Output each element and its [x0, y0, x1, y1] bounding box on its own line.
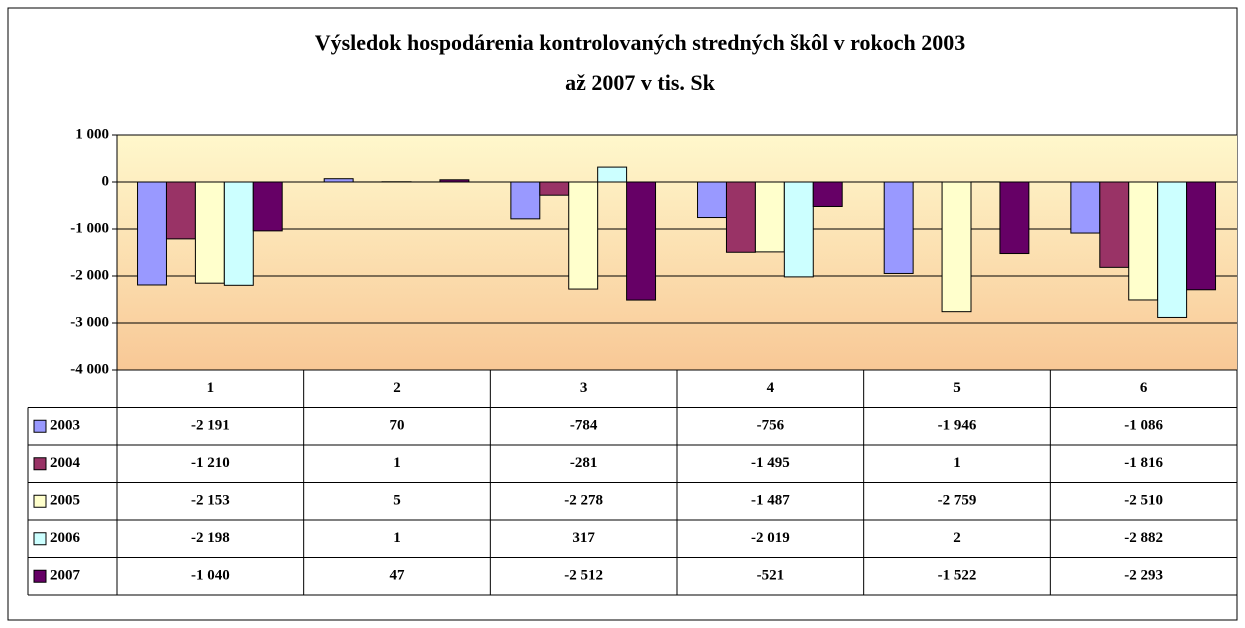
table-value: 5	[393, 493, 401, 509]
y-tick-label: -2 000	[70, 267, 109, 283]
y-tick-label: 0	[102, 173, 110, 189]
bar	[1157, 181, 1188, 318]
table-value: 1	[953, 455, 961, 471]
table-value: -2 153	[191, 493, 230, 509]
chart-title: Výsledok hospodárenia kontrolovaných str…	[315, 30, 966, 55]
table-value: -2 019	[751, 530, 790, 546]
bar	[783, 181, 814, 278]
bar	[941, 181, 972, 313]
table-value: -784	[570, 418, 598, 434]
legend-swatch	[33, 494, 47, 508]
x-tick-label: 5	[953, 380, 961, 396]
legend-swatch	[33, 569, 47, 583]
y-tick-label: -3 000	[70, 314, 109, 330]
table-value: -2 510	[1124, 493, 1163, 509]
x-tick-label: 2	[393, 380, 401, 396]
table-value: -1 946	[938, 418, 977, 434]
table-value: 1	[393, 530, 401, 546]
table-value: 47	[390, 568, 406, 584]
bar	[754, 181, 785, 253]
y-tick-label: -4 000	[70, 361, 109, 377]
table-value: -2 278	[564, 493, 603, 509]
bar	[697, 181, 727, 219]
bar	[1099, 181, 1130, 268]
legend-swatch	[33, 419, 47, 433]
table-value: -1 522	[938, 568, 977, 584]
bar	[725, 181, 756, 253]
bar	[1070, 181, 1101, 234]
bar	[194, 181, 225, 284]
table-value: 2	[953, 530, 961, 546]
bar	[1186, 181, 1217, 291]
bar	[626, 181, 657, 301]
table-value: -2 191	[191, 418, 230, 434]
bar	[1128, 181, 1159, 301]
table-value: -1 495	[751, 455, 790, 471]
table-value: -1 086	[1124, 418, 1163, 434]
legend-swatch	[33, 457, 47, 471]
legend-label: 2005	[50, 493, 80, 509]
table-value: -1 816	[1124, 455, 1163, 471]
bar	[137, 181, 167, 286]
x-tick-label: 6	[1140, 380, 1148, 396]
x-tick-label: 4	[767, 380, 775, 396]
table-value: -2 293	[1124, 568, 1163, 584]
bar	[252, 181, 283, 232]
legend-label: 2007	[50, 568, 81, 584]
table-value: -1 210	[191, 455, 230, 471]
y-tick-label: 1 000	[75, 126, 109, 142]
bar	[539, 181, 570, 196]
y-tick-label: -1 000	[70, 220, 109, 236]
legend-label: 2003	[50, 418, 80, 434]
table-value: -2 759	[938, 493, 977, 509]
bar	[510, 181, 541, 220]
table-value: 70	[390, 418, 405, 434]
bar	[812, 181, 843, 207]
table-value: -1 487	[751, 493, 790, 509]
bar	[439, 179, 470, 183]
table-value: -2 512	[564, 568, 603, 584]
legend-label: 2004	[50, 455, 81, 471]
bar	[883, 181, 914, 274]
bar	[323, 178, 354, 183]
table-value: -2 882	[1124, 530, 1163, 546]
bar	[568, 181, 599, 290]
plot-area	[117, 135, 1237, 370]
chart-title: až 2007 v tis. Sk	[565, 70, 716, 95]
table-value: -521	[757, 568, 785, 584]
x-tick-label: 1	[207, 380, 215, 396]
legend-label: 2006	[50, 530, 81, 546]
bar	[597, 166, 628, 183]
x-tick-label: 3	[580, 380, 588, 396]
table-value: -2 198	[191, 530, 230, 546]
table-value: 1	[393, 455, 401, 471]
bar	[165, 181, 196, 240]
table-value: -1 040	[191, 568, 230, 584]
bar	[999, 181, 1030, 255]
table-value: -281	[570, 455, 598, 471]
table-value: 317	[572, 530, 595, 546]
legend-swatch	[33, 532, 47, 546]
bar	[223, 181, 254, 286]
table-value: -756	[757, 418, 785, 434]
